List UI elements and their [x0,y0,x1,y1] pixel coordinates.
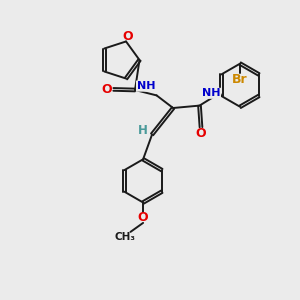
Text: H: H [138,124,147,137]
Text: NH: NH [202,88,220,98]
Text: CH₃: CH₃ [115,232,136,242]
Text: O: O [138,211,148,224]
Text: Br: Br [232,73,248,86]
Text: O: O [122,31,133,44]
Text: O: O [196,127,206,140]
Text: NH: NH [136,81,155,91]
Text: O: O [101,83,112,96]
